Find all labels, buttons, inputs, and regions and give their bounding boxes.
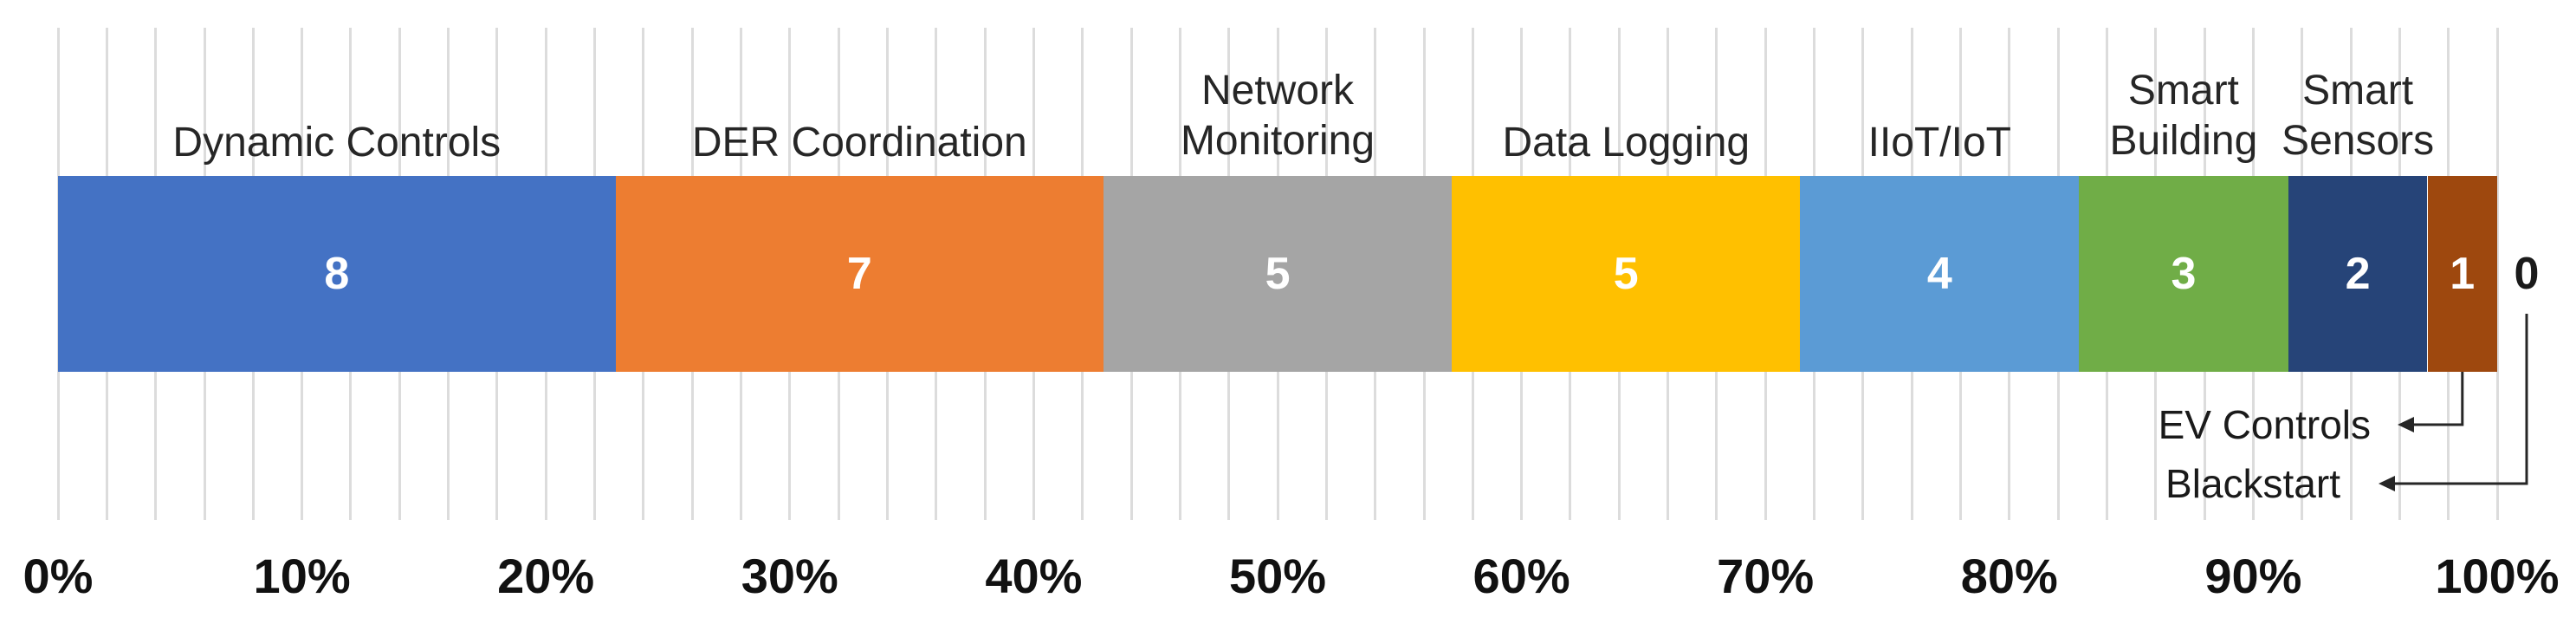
axis-tick-label: 80% [1960,549,2058,603]
axis-tick-label: 60% [1472,549,1570,603]
segment-value-label: 5 [1613,249,1639,299]
category-label: Dynamic Controls [172,120,502,166]
callout-label: EV Controls [2158,402,2371,447]
callout-label: Blackstart [2165,461,2340,506]
category-label: Smart Building [2109,68,2258,164]
axis-tick-label: 0% [23,549,94,603]
axis-tick-label: 50% [1228,549,1327,603]
segment-value-label: 1 [2450,249,2476,299]
bar-segment [1103,176,1453,372]
bar-segment [2079,176,2288,372]
category-label: DER Coordination [691,120,1027,166]
axis-tick-label: 70% [1717,549,1815,603]
category-label: Data Logging [1502,120,1751,166]
segment-value-label-outside: 0 [2514,249,2540,299]
segment-value-label: 5 [1265,249,1291,299]
axis-tick-label: 90% [2204,549,2302,603]
axis-tick-label: 10% [253,549,351,603]
category-label: Smart Sensors [2282,68,2435,164]
segment-value-label: 4 [1926,249,1952,299]
segment-value-label: 3 [2171,249,2197,299]
axis-tick-label: 40% [985,549,1083,603]
segment-value-label: 8 [324,249,350,299]
category-label: Network Monitoring [1180,68,1375,164]
bar-segment [1800,176,2080,372]
segment-value-label: 2 [2345,249,2371,299]
axis-tick-label: 20% [497,549,595,603]
bar-segment [1452,176,1801,372]
axis-tick-label: 100% [2435,549,2560,603]
axis-tick-label: 30% [741,549,838,603]
category-label: IIoT/IoT [1867,120,2011,166]
gridline [2495,28,2499,520]
segment-value-label: 7 [846,249,872,299]
bar-segment [58,176,616,372]
bar-segment [615,176,1104,372]
